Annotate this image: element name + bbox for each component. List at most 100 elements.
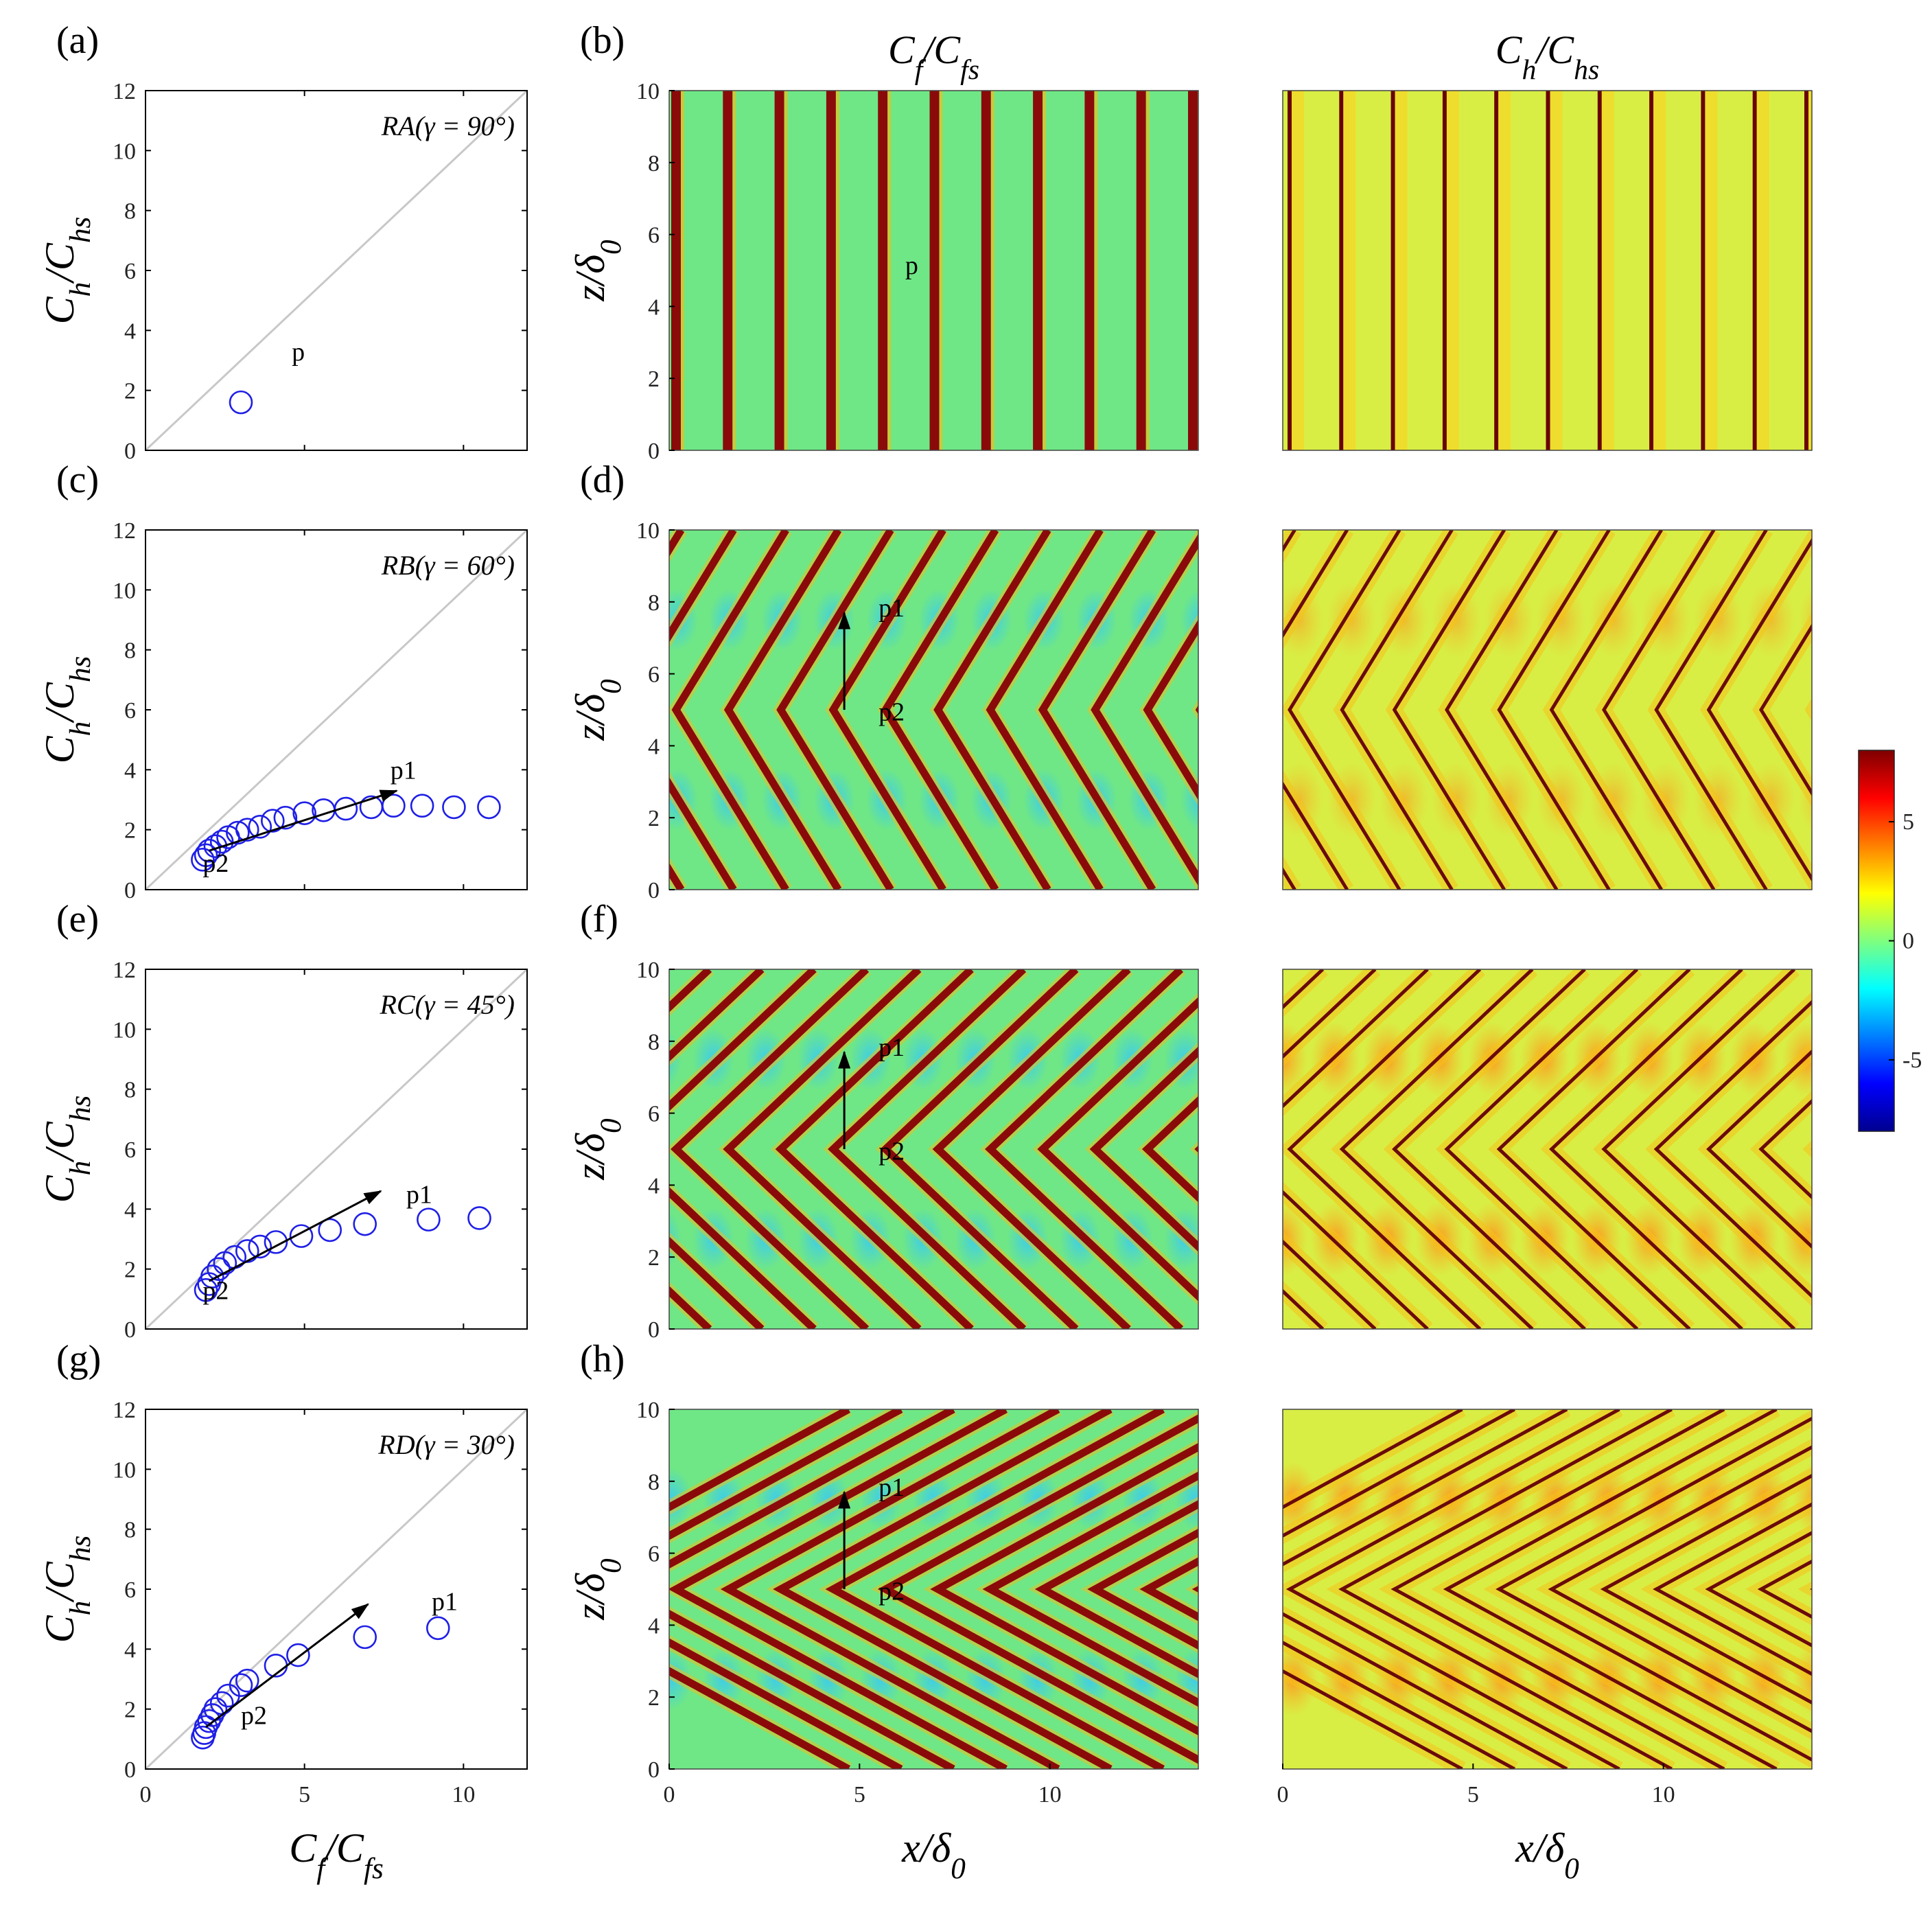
y-tick-label: 8 — [124, 199, 136, 224]
y-tick-label: 8 — [124, 638, 136, 664]
chevron-ridge — [669, 1409, 851, 1769]
chevron-ridge — [1038, 530, 1156, 890]
glow — [1233, 589, 1274, 651]
y-tick-label: 6 — [648, 1542, 660, 1567]
stripe — [1339, 91, 1344, 450]
y-tick-label: 2 — [648, 806, 660, 831]
chevron-ridge — [1087, 1528, 1198, 1650]
chevron-ridge — [1758, 1098, 1812, 1200]
stripe — [1546, 91, 1550, 450]
chevron-ridge — [1091, 533, 1198, 886]
chevron-ridge — [669, 1409, 1008, 1769]
y-tick-label: 0 — [648, 1757, 660, 1783]
y-tick-label: 8 — [124, 1078, 136, 1103]
glow — [1283, 582, 1324, 658]
glow — [1850, 582, 1900, 658]
chevron-ridge — [1653, 1502, 1812, 1676]
chevron-ridge — [881, 530, 999, 890]
stripe-halo — [1653, 91, 1666, 450]
point-label: p1 — [878, 594, 905, 623]
data-point — [191, 848, 215, 872]
chevron-ridge — [1918, 1409, 1932, 1769]
chevron-ridge — [1549, 530, 1663, 890]
y-tick-label: 2 — [648, 1685, 660, 1711]
colorbar-gradient — [1858, 750, 1895, 1132]
chevron-ridge — [1866, 1409, 1932, 1769]
stripe-edge — [732, 91, 736, 450]
data-point — [318, 1218, 342, 1243]
field — [669, 1409, 1268, 1769]
x-tick-label: 0 — [140, 1782, 152, 1807]
chevron-ridge — [775, 969, 974, 1329]
point-label: p2 — [202, 1276, 229, 1305]
x-tick-label: 10 — [452, 1782, 475, 1807]
y-tick-label: 4 — [124, 1637, 136, 1663]
chevron-ridge — [723, 969, 922, 1329]
stripe — [1752, 91, 1757, 450]
y-tick-label: 2 — [124, 818, 136, 844]
chevron-ridge — [1141, 1096, 1198, 1203]
data-point — [248, 1234, 272, 1259]
chevron-ridge — [1390, 1409, 1725, 1769]
stripe — [826, 91, 836, 450]
y-axis-label: z/δ0 — [568, 679, 627, 741]
data-point — [197, 838, 221, 863]
stripe — [774, 91, 784, 450]
data-point — [417, 1207, 441, 1232]
x-tick-label: 5 — [1467, 1782, 1479, 1807]
y-tick-label: 8 — [648, 590, 660, 616]
panel-label: (c) — [56, 459, 99, 501]
x-axis-label: x/δ0 — [901, 1825, 966, 1885]
stripe — [981, 91, 991, 450]
stripe — [878, 91, 888, 450]
y-tick-label: 8 — [648, 151, 660, 176]
y-tick-label: 12 — [113, 518, 136, 544]
chevron-ridge — [1549, 969, 1743, 1329]
glow — [552, 769, 593, 831]
chevron-ridge — [1034, 1500, 1198, 1678]
glow — [1227, 1648, 1268, 1710]
chevron-ridge — [1757, 1559, 1812, 1619]
case-label: RA(γ = 90°) — [381, 111, 515, 141]
stripe-halo — [1756, 91, 1769, 450]
chevron-ridge — [1706, 538, 1812, 882]
chevron-halo — [1918, 969, 1932, 1329]
y-tick-label: 6 — [124, 259, 136, 284]
case-label: RC(γ = 45°) — [379, 989, 515, 1020]
colorbar-tick-label: 5 — [1902, 809, 1914, 835]
stripe-edge — [1094, 91, 1098, 450]
x-tick-label: 5 — [854, 1782, 865, 1807]
stripe-edge — [681, 91, 684, 450]
cf-map-0: 0 2 4 6 8 10 z/δ0 (b) p — [568, 19, 1199, 464]
chevron-ridge — [1600, 1473, 1812, 1705]
data-point — [248, 815, 272, 839]
stripe-edge — [887, 91, 892, 450]
data-point — [410, 794, 434, 818]
stripe-edge — [784, 91, 788, 450]
data-point — [194, 1278, 218, 1302]
y-tick-label: 2 — [648, 1245, 660, 1271]
cf-map-1: 0 2 4 6 8 10 z/δ0 (d) p1 p2 — [552, 459, 1274, 903]
chevron-ridge — [669, 1409, 903, 1769]
stripe-halo — [1705, 91, 1718, 450]
panel-label: (b) — [580, 19, 625, 62]
panel-label: (d) — [580, 459, 625, 501]
stripe — [1494, 91, 1499, 450]
y-tick-label: 0 — [648, 878, 660, 903]
y-tick-label: 8 — [648, 1470, 660, 1495]
chevron-ridge — [1139, 1557, 1198, 1621]
chevron-ridge — [1602, 530, 1716, 890]
chevron-ridge — [984, 969, 1184, 1329]
chevron-halo — [1918, 1409, 1932, 1769]
data-point — [467, 1206, 491, 1230]
stripe — [671, 91, 681, 450]
glow — [1835, 1201, 1884, 1277]
chevron-ridge — [669, 969, 765, 1329]
data-point — [235, 1668, 259, 1693]
glow — [1217, 1028, 1258, 1090]
field — [669, 91, 1198, 450]
panel-label: (a) — [56, 19, 99, 62]
data-point — [442, 795, 466, 820]
glow — [1283, 762, 1324, 837]
y-axis-label: z/δ0 — [568, 1558, 627, 1621]
